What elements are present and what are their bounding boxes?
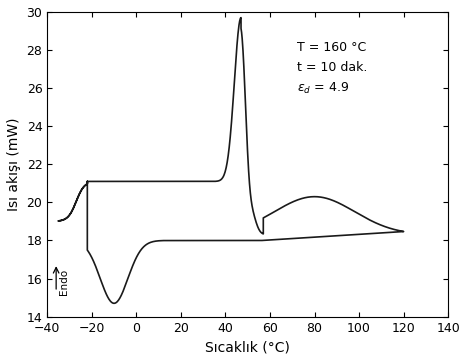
Text: Endo: Endo: [59, 269, 70, 295]
X-axis label: Sıcaklık (°C): Sıcaklık (°C): [205, 340, 290, 354]
Text: T = 160 °C
t = 10 dak.
$\varepsilon_d$ = 4.9: T = 160 °C t = 10 dak. $\varepsilon_d$ =…: [297, 40, 367, 96]
Y-axis label: Isı akışı (mW): Isı akışı (mW): [7, 118, 21, 211]
